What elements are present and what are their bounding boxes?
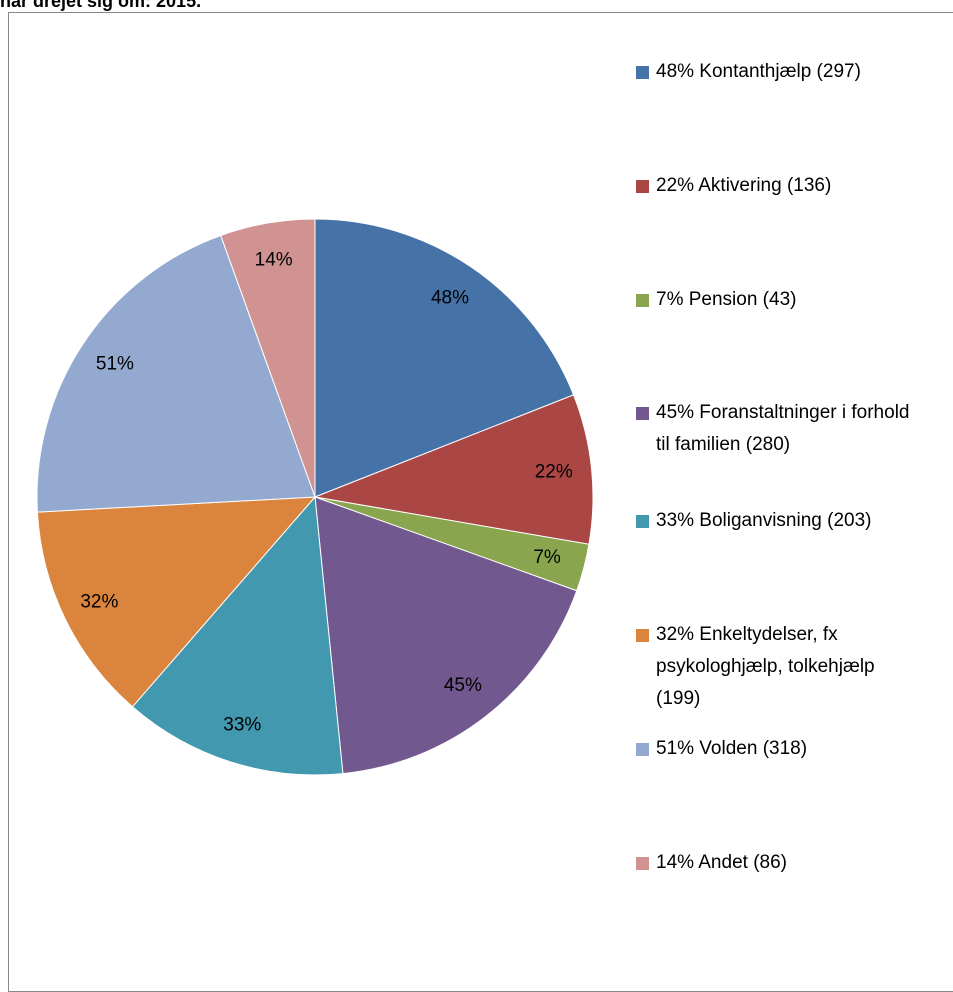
pie-slice xyxy=(314,218,575,498)
pie-slice xyxy=(313,394,594,545)
legend-label: 14% Andet (86) xyxy=(656,852,787,873)
legend-item: 33% Boliganvisning (203) xyxy=(636,505,926,537)
legend-swatch xyxy=(636,857,649,870)
pie-slice xyxy=(131,495,344,776)
legend-item: 7% Pension (43) xyxy=(636,284,926,316)
legend-swatch xyxy=(636,743,649,756)
data-label: 33% xyxy=(223,715,261,736)
pie-slice xyxy=(314,496,578,775)
legend-swatch xyxy=(636,407,649,420)
legend-label: 48% Kontanthjælp (297) xyxy=(656,61,861,82)
legend-label: 7% Pension (43) xyxy=(656,289,797,310)
pie-slice xyxy=(220,218,316,498)
legend-item: 32% Enkeltydelser, fx psykologhjælp, tol… xyxy=(636,619,926,715)
legend-swatch xyxy=(636,629,649,642)
legend-label: 22% Aktivering (136) xyxy=(656,175,832,196)
legend-item: 45% Foranstaltninger i forhold til famil… xyxy=(636,397,926,461)
data-label: 51% xyxy=(96,353,134,374)
legend-item: 51% Volden (318) xyxy=(636,733,926,765)
legend-label: 51% Volden (318) xyxy=(656,738,808,759)
legend-swatch xyxy=(636,180,649,193)
legend-swatch xyxy=(636,66,649,79)
data-label: 48% xyxy=(431,288,469,309)
data-label: 7% xyxy=(533,547,561,568)
legend-label: 45% Foranstaltninger i forhold til famil… xyxy=(656,402,910,455)
data-label: 22% xyxy=(535,461,573,482)
legend-item: 22% Aktivering (136) xyxy=(636,170,926,202)
data-label: 14% xyxy=(255,250,293,271)
legend-label: 32% Enkeltydelser, fx psykologhjælp, tol… xyxy=(656,624,875,709)
data-label: 32% xyxy=(80,591,118,612)
legend-swatch xyxy=(636,515,649,528)
data-label: 45% xyxy=(444,675,482,696)
legend-label: 33% Boliganvisning (203) xyxy=(656,510,872,531)
chart-title: har drejet sig om: 2015. xyxy=(0,0,202,11)
legend-item: 14% Andet (86) xyxy=(636,847,926,879)
legend-item: 48% Kontanthjælp (297) xyxy=(636,56,926,88)
pie-slice xyxy=(36,496,317,708)
legend-swatch xyxy=(636,294,649,307)
